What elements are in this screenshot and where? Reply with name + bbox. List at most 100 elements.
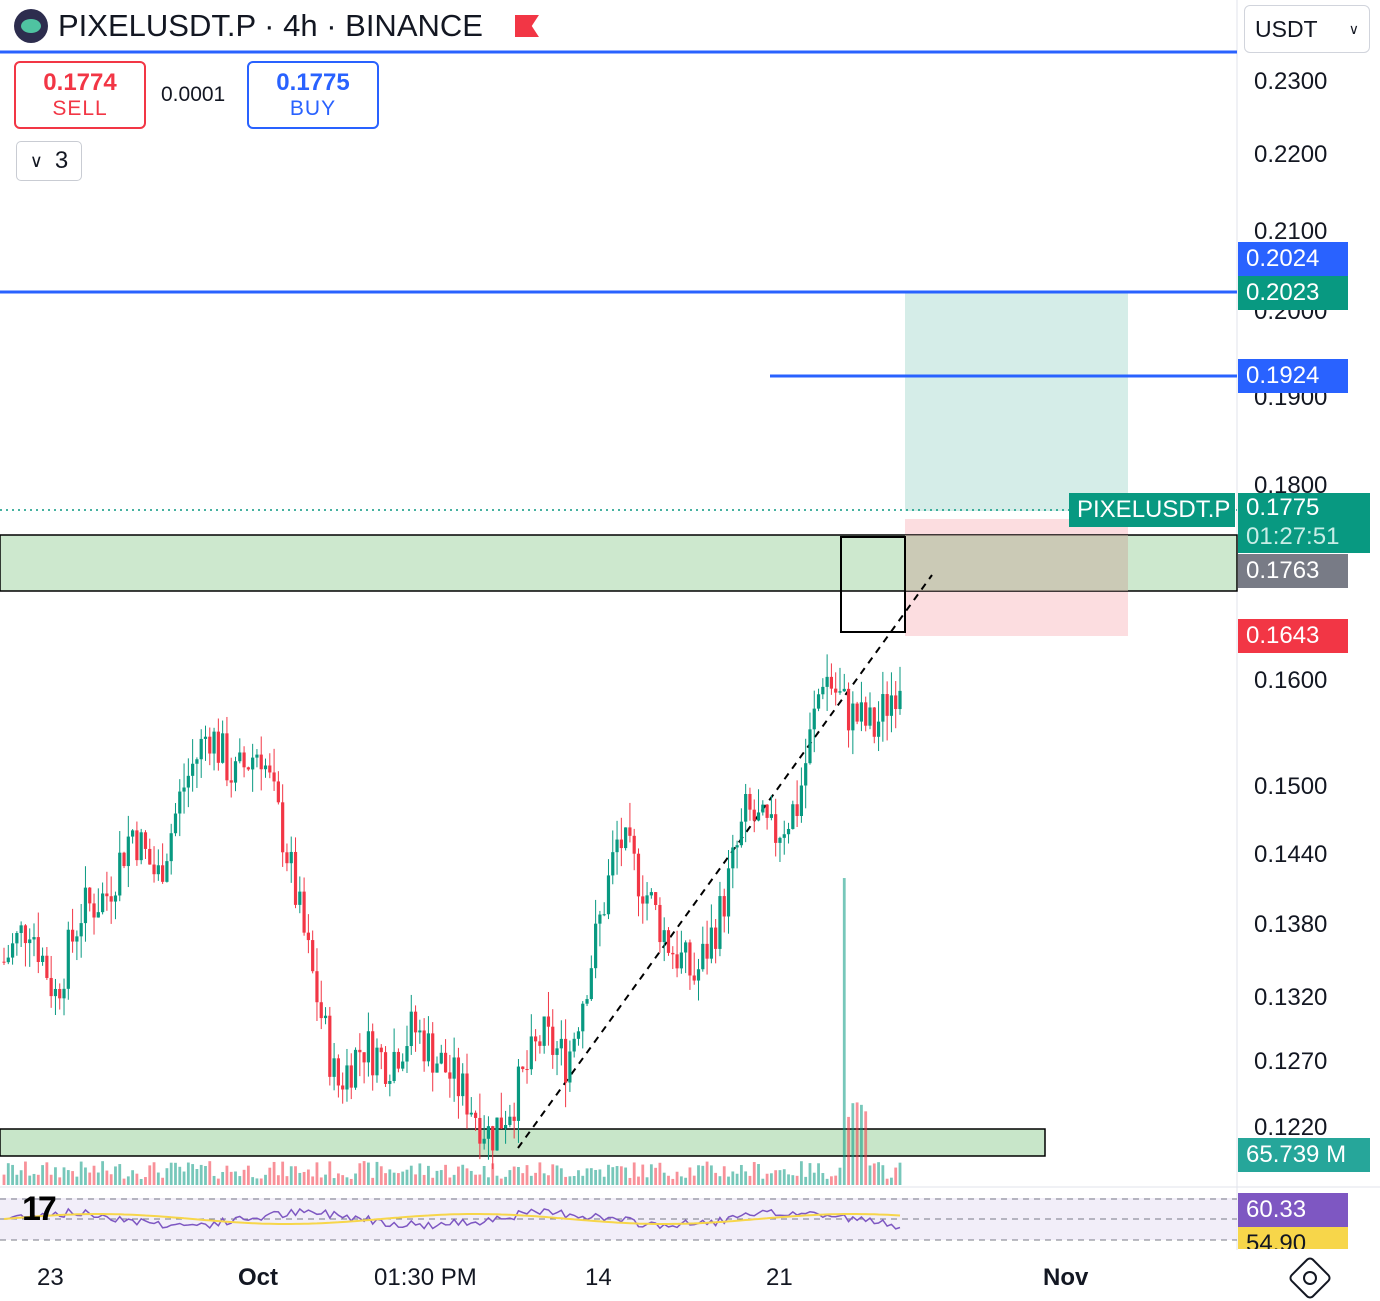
volume-bar (88, 1172, 92, 1185)
candle-body (572, 1038, 576, 1052)
chart-header[interactable]: PIXELUSDT.P · 4h · BINANCE (14, 8, 539, 44)
candle-body (165, 861, 169, 882)
volume-bar (306, 1169, 310, 1185)
candle-body (615, 839, 619, 853)
volume-bar (825, 1178, 829, 1185)
candle-body (15, 933, 19, 944)
candle-body (842, 688, 846, 692)
consolidation-box[interactable] (840, 536, 906, 633)
candle-body (139, 832, 143, 861)
volume-bar (156, 1172, 160, 1185)
price-tick: 0.1600 (1254, 667, 1328, 694)
support-zone (0, 1128, 1046, 1157)
volume-bar (847, 1116, 850, 1185)
tradingview-logo: 17 (22, 1190, 57, 1228)
volume-bar (474, 1174, 477, 1185)
volume-bar (482, 1165, 486, 1185)
candle-body (53, 988, 58, 997)
buy-button[interactable]: 0.1775 BUY (247, 61, 379, 129)
candle-body (143, 832, 148, 849)
volume-bar (868, 1165, 872, 1185)
candle-body (829, 676, 834, 689)
rsi-ma-tag: 54.90 (1238, 1227, 1348, 1249)
volume-bar (555, 1165, 559, 1185)
volume-bar (101, 1161, 105, 1185)
volume-bar (838, 1167, 842, 1185)
time-label: 01:30 PM (374, 1264, 477, 1291)
candle-body (281, 802, 285, 853)
candle-body (362, 1052, 366, 1063)
volume-bar (885, 1178, 889, 1185)
candle-body (684, 942, 688, 953)
volume-bar (675, 1171, 679, 1185)
volume-bar (551, 1164, 555, 1185)
candle-body (182, 787, 186, 792)
currency-select[interactable]: USDT ∨ (1244, 5, 1370, 53)
candle-body (666, 930, 671, 953)
candle-body (336, 1058, 340, 1086)
volume-bar (298, 1172, 302, 1185)
trendline[interactable] (517, 574, 933, 1149)
candle-body (872, 707, 876, 737)
volume-bar (542, 1173, 546, 1185)
sell-button[interactable]: 0.1774 SELL (14, 61, 146, 129)
volume-bar (649, 1164, 653, 1185)
volume-bar (478, 1174, 482, 1185)
volume-bar (521, 1173, 525, 1185)
candle-body (221, 733, 225, 763)
volume-bar (422, 1174, 426, 1185)
candle-body (731, 847, 735, 869)
candle-body (152, 864, 156, 875)
volume-bar (182, 1171, 186, 1185)
volume-bar (409, 1165, 413, 1185)
volume-bar (491, 1163, 495, 1185)
flag-icon[interactable] (514, 15, 539, 37)
candle-body (118, 852, 122, 896)
volume-bar (71, 1171, 74, 1185)
volume-bar (469, 1170, 473, 1185)
candle-body (113, 895, 118, 902)
volume-bar (131, 1170, 135, 1185)
volume-bar (264, 1174, 267, 1185)
candle-body (88, 887, 92, 904)
candle-body (735, 845, 739, 848)
volume-bar (169, 1162, 173, 1185)
volume-bar (96, 1172, 100, 1185)
candle-body (285, 852, 289, 864)
candle-body (619, 839, 623, 849)
volume-bar (341, 1175, 345, 1185)
candle-body (542, 1016, 546, 1046)
time-label: 14 (585, 1264, 612, 1291)
candle-body (289, 851, 293, 864)
candle-body (602, 914, 606, 916)
entry-overlap (905, 535, 1128, 591)
volume-bar (238, 1176, 242, 1185)
indicators-toggle[interactable]: ∨ 3 (16, 141, 82, 181)
candle-body (885, 694, 889, 716)
volume-bar (898, 1162, 902, 1185)
price-tick: 0.1220 (1254, 1114, 1328, 1141)
volume-bar (769, 1173, 773, 1185)
volume-bar (311, 1176, 315, 1185)
volume-bar (281, 1161, 285, 1185)
rsi-line (3, 1207, 901, 1230)
volume-bar (799, 1161, 803, 1185)
candle-body (212, 731, 216, 754)
candle-body (306, 932, 310, 941)
volume-bar (15, 1174, 19, 1185)
volume-bar (487, 1177, 490, 1185)
candle-body (246, 767, 250, 770)
candle-body (658, 904, 662, 943)
candle-body (508, 1116, 512, 1125)
candle-body (49, 977, 53, 997)
volume-bar (774, 1170, 778, 1185)
volume-bar (697, 1165, 700, 1185)
volume-bar (538, 1162, 542, 1185)
volume-bar (161, 1177, 165, 1185)
candle-body (405, 1046, 409, 1062)
candle-body (795, 804, 799, 816)
volume-bar (234, 1171, 237, 1185)
candle-body (96, 912, 100, 918)
volume-bar (28, 1175, 32, 1185)
